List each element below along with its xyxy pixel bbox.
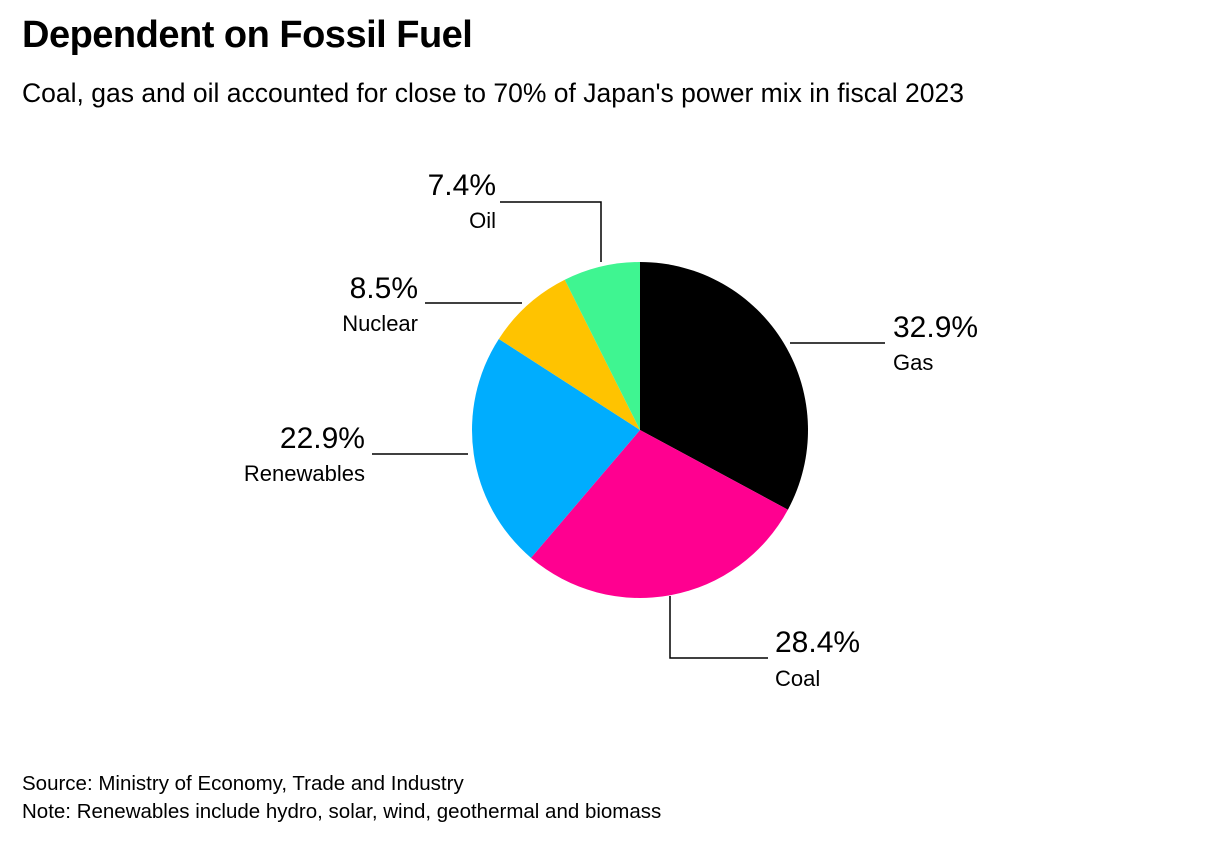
data-label-oil-value: 7.4% [428,169,496,202]
data-label-gas-name: Gas [893,350,933,375]
data-label-coal-value: 28.4% [775,626,860,659]
data-label-renewables-value: 22.9% [280,422,365,455]
pie-slice-nuclear [498,279,640,430]
data-label-nuclear-value: 8.5% [350,272,418,305]
data-label-coal-name: Coal [775,666,820,691]
data-label-renewables-name: Renewables [244,461,365,486]
pie-slice-coal [530,430,788,599]
pie-slice-renewables [472,338,640,558]
leader-line-oil [500,201,602,262]
data-label-oil-name: Oil [469,208,496,233]
chart-title: Dependent on Fossil Fuel [22,14,473,56]
leader-line-coal [669,596,768,659]
data-label-gas-value: 32.9% [893,311,978,344]
pie-slice-oil [564,262,640,430]
chart-subtitle: Coal, gas and oil accounted for close to… [22,78,964,108]
data-label-nuclear-name: Nuclear [342,311,418,336]
source-note: Source: Ministry of Economy, Trade and I… [22,772,464,795]
footnote: Note: Renewables include hydro, solar, w… [22,800,662,823]
pie-slice-gas [640,262,809,510]
